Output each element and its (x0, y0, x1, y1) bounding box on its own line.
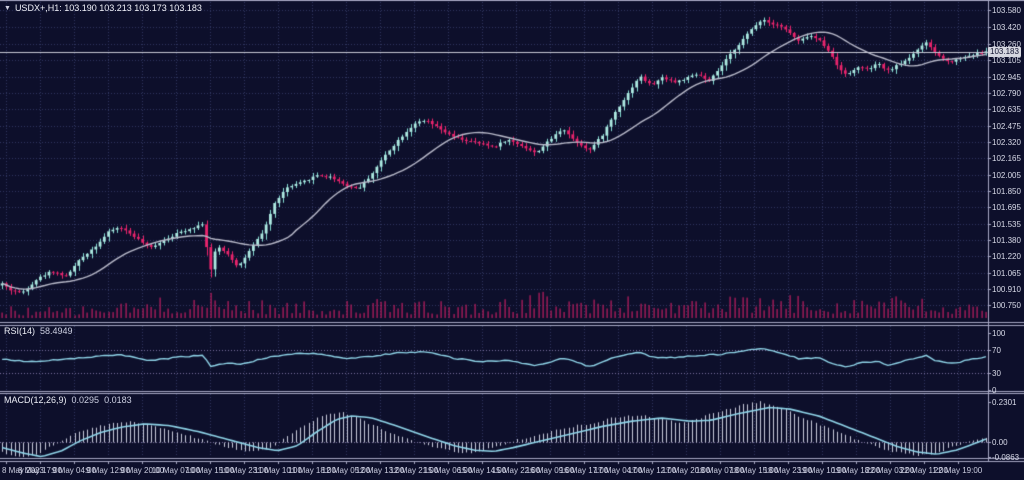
price-tick-label: 103.580 (992, 6, 1021, 16)
time-tick-label: 18 May 23:00 (763, 466, 813, 475)
macd-main-value: 0.0295 (71, 395, 100, 405)
price-tick-label: 101.535 (992, 219, 1021, 229)
price-tick-label: 102.475 (992, 121, 1021, 131)
price-tick-label: 100.750 (992, 301, 1021, 311)
rsi-tick-label: 70 (992, 346, 1001, 356)
time-tick-label: 22 May 03:00 (865, 466, 915, 475)
time-tick-label: 17 May 12:00 (627, 466, 677, 475)
price-tick-label: 101.380 (992, 235, 1021, 245)
macd-tick-label: 0.00 (992, 438, 1008, 448)
macd-indicator-label: MACD(12,26,9) 0.0295 0.0183 (4, 395, 132, 405)
time-tick-label: 16 May 17:00 (559, 466, 609, 475)
time-tick-label: 12 May 13:00 (355, 466, 405, 475)
price-tick-label: 102.790 (992, 88, 1021, 98)
time-tick-label: 15 May 22:00 (491, 466, 541, 475)
rsi-label-value: 58.4949 (40, 326, 73, 336)
price-tick-label: 101.065 (992, 268, 1021, 278)
price-tick-label: 101.695 (992, 202, 1021, 212)
time-tick-label: 12 May 21:00 (389, 466, 439, 475)
rsi-tick-label: 30 (992, 368, 1001, 378)
time-tick-label: 9 May 12:00 (85, 466, 131, 475)
time-tick-label: 11 May 18:00 (288, 466, 336, 475)
time-tick-label: 10 May 15:00 (185, 466, 235, 475)
time-tick-label: 10 May 23:00 (219, 466, 269, 475)
time-tick-label: 18 May 15:00 (729, 466, 779, 475)
time-tick-label: 15 May 14:00 (457, 466, 507, 475)
rsi-tick-label: 0 (992, 386, 997, 395)
current-price-badge: 103.183 (988, 46, 1021, 57)
chart-title: ▼ USDX+,H1: 103.190 103.213 103.173 103.… (4, 3, 202, 13)
price-tick-label: 102.320 (992, 137, 1021, 147)
time-tick-label: 22 May 11:00 (900, 466, 948, 475)
price-tick-label: 103.420 (992, 23, 1021, 33)
price-tick-label: 103.105 (992, 55, 1021, 65)
price-tick-label: 102.635 (992, 104, 1021, 114)
time-tick-label: 22 May 19:00 (933, 466, 983, 475)
price-tick-label: 102.165 (992, 153, 1021, 163)
time-tick-label: 12 May 05:00 (321, 466, 371, 475)
rsi-indicator-label: RSI(14) 58.4949 (4, 326, 73, 336)
macd-label-name: MACD(12,26,9) (4, 395, 67, 405)
time-tick-label: 19 May 10:00 (797, 466, 847, 475)
time-tick-label: 16 May 09:00 (525, 466, 575, 475)
chart-title-text: USDX+,H1: 103.190 103.213 103.173 103.18… (14, 3, 202, 13)
time-tick-label: 17 May 04:00 (593, 466, 643, 475)
symbol-marker-icon: ▼ (4, 4, 11, 12)
price-tick-label: 102.005 (992, 170, 1021, 180)
time-tick-label: 8 May 17:00 (17, 466, 63, 475)
macd-tick-label: -0.0863 (992, 453, 1020, 463)
time-tick-label: 9 May 20:00 (119, 466, 165, 475)
time-tick-label: 8 May 2023 (2, 466, 44, 475)
macd-signal-value: 0.0183 (104, 395, 132, 405)
time-tick-label: 11 May 10:00 (254, 466, 302, 475)
macd-tick-label: 0.2301 (992, 397, 1017, 407)
price-tick-label: 101.220 (992, 252, 1021, 262)
time-tick-label: 15 May 06:00 (423, 466, 473, 475)
time-tick-label: 19 May 18:00 (831, 466, 881, 475)
time-tick-label: 18 May 07:00 (695, 466, 745, 475)
rsi-tick-label: 100 (992, 329, 1006, 338)
time-tick-label: 9 May 04:00 (51, 466, 97, 475)
time-tick-label: 10 May 07:00 (151, 466, 201, 475)
rsi-label-name: RSI(14) (4, 326, 36, 336)
price-tick-label: 102.945 (992, 72, 1021, 82)
price-tick-label: 100.910 (992, 284, 1021, 294)
price-tick-label: 101.850 (992, 186, 1021, 196)
price-tick-label: 103.260 (992, 39, 1021, 49)
time-tick-label: 17 May 20:00 (661, 466, 711, 475)
